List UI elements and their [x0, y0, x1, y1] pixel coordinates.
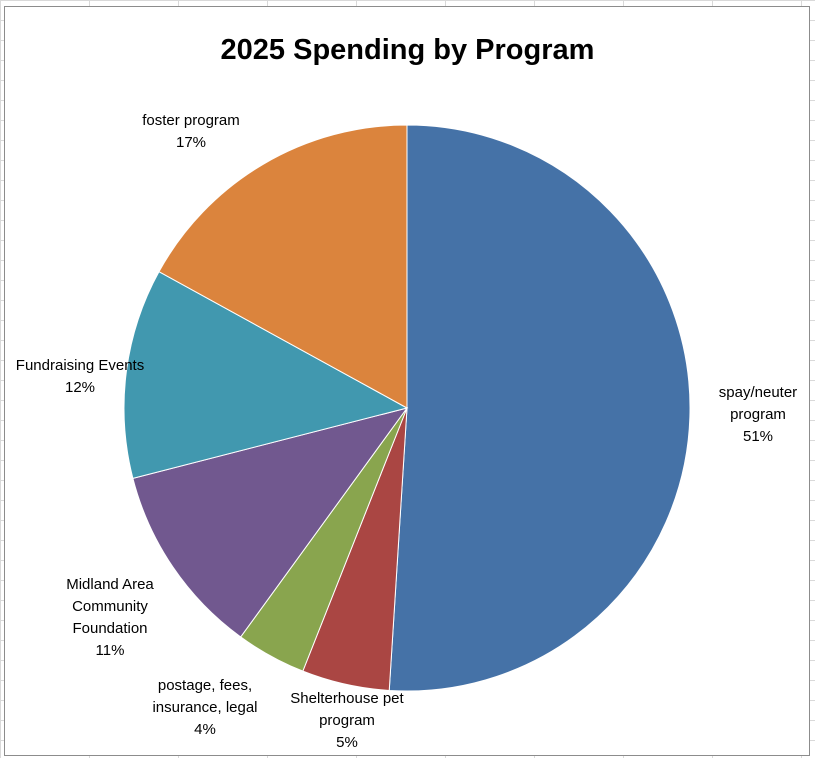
slice-label-fundraising: Fundraising Events 12%	[15, 357, 145, 396]
slice-label-midland: Midland Area Community Foundation 11%	[66, 576, 154, 659]
slice-label-shelterhouse: Shelterhouse pet program 5%	[290, 690, 404, 751]
slice-midland[interactable]	[132, 407, 409, 638]
slice-label-spay-neuter: spay/neuter program 51%	[718, 384, 798, 445]
chart-title: 2025 Spending by Program	[220, 34, 595, 66]
slice-foster[interactable]	[158, 124, 408, 409]
slice-label-postage: postage, fees, insurance, legal 4%	[152, 677, 258, 738]
slice-label-foster: foster program 17%	[142, 112, 240, 151]
slice-spay-neuter[interactable]	[388, 124, 691, 692]
slice-fundraising[interactable]	[123, 270, 409, 479]
